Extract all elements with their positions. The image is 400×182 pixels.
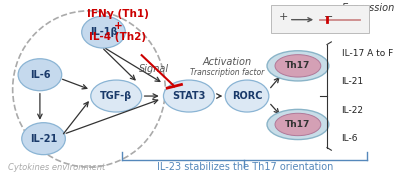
Text: Th17: Th17: [285, 61, 310, 70]
Circle shape: [275, 113, 321, 136]
FancyBboxPatch shape: [271, 5, 369, 33]
Text: +: +: [279, 12, 288, 22]
Text: IFNγ (Th1)
+
IL-4 (Th2): IFNγ (Th1) + IL-4 (Th2): [87, 9, 149, 42]
Text: Transcription factor: Transcription factor: [190, 68, 264, 77]
Text: TGF-β: TGF-β: [100, 91, 132, 101]
Text: IL-23 stabilizes the Th17 orientation: IL-23 stabilizes the Th17 orientation: [157, 162, 334, 172]
Ellipse shape: [82, 16, 125, 48]
Text: −: −: [324, 12, 334, 22]
Text: Activation: Activation: [202, 57, 252, 67]
Text: RORC: RORC: [232, 91, 262, 101]
Text: IL-17 A to F: IL-17 A to F: [342, 49, 393, 58]
Ellipse shape: [18, 59, 62, 91]
Text: IL-21: IL-21: [342, 77, 364, 86]
Ellipse shape: [91, 80, 142, 112]
Text: IL-6: IL-6: [342, 134, 358, 143]
Circle shape: [267, 109, 329, 140]
Ellipse shape: [164, 80, 214, 112]
Ellipse shape: [225, 80, 269, 112]
Text: STAT3: STAT3: [172, 91, 206, 101]
Text: IL-6: IL-6: [30, 70, 50, 80]
Circle shape: [267, 51, 329, 81]
Ellipse shape: [22, 123, 65, 155]
Text: Th17: Th17: [285, 120, 310, 129]
Text: Cytokines environment: Cytokines environment: [8, 163, 105, 172]
Text: IL-22: IL-22: [342, 106, 364, 115]
Text: IL-21: IL-21: [30, 134, 57, 144]
Text: Expression: Expression: [342, 3, 395, 13]
Text: Signal: Signal: [139, 64, 170, 74]
Text: IL-1β: IL-1β: [90, 27, 117, 37]
Circle shape: [275, 55, 321, 77]
